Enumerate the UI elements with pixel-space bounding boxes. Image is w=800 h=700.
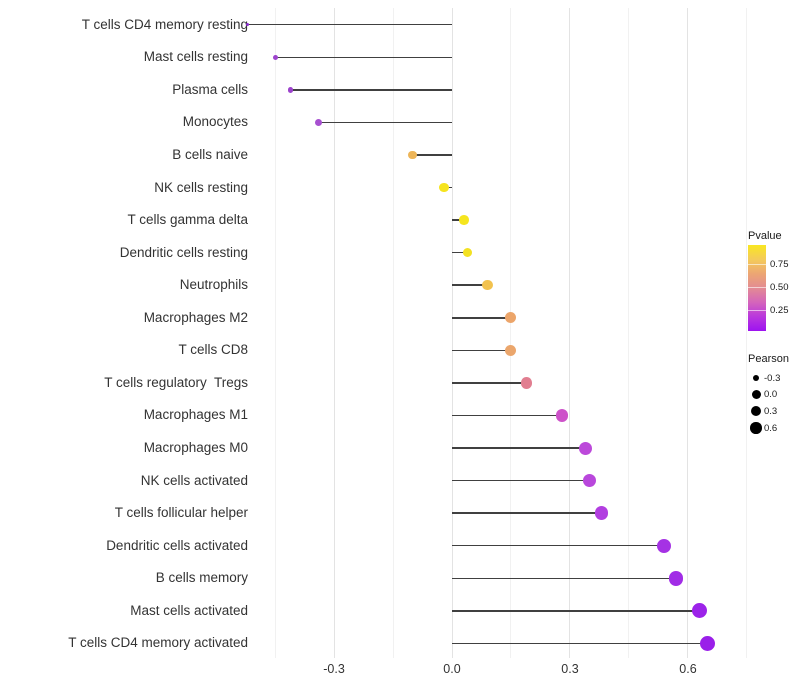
- lollipop-stem: [452, 479, 590, 482]
- lollipop-dot: [462, 247, 473, 258]
- lollipop-stem: [275, 56, 452, 58]
- lollipop-stem: [452, 544, 665, 547]
- category-label: NK cells activated: [140, 472, 248, 488]
- lollipop-stem: [452, 382, 527, 384]
- lollipop-dot: [505, 312, 517, 324]
- pearson-legend-dot: [750, 422, 762, 434]
- lollipop-dot: [245, 22, 250, 27]
- pvalue-colorbar: [748, 245, 766, 331]
- category-label: T cells CD4 memory resting: [81, 16, 248, 32]
- category-label: NK cells resting: [154, 179, 248, 195]
- lollipop-stem: [318, 121, 452, 124]
- category-label: Macrophages M1: [143, 407, 248, 423]
- lollipop-dot: [594, 506, 609, 520]
- category-label: B cells naive: [172, 146, 248, 162]
- minor-gridline: [510, 8, 512, 658]
- lollipop-dot: [520, 377, 533, 389]
- pearson-legend-dot: [751, 406, 761, 417]
- lollipop-stem: [452, 512, 602, 514]
- pearson-legend-label: 0.3: [764, 405, 778, 417]
- lollipop-dot: [699, 635, 716, 652]
- lollipop-stem: [412, 154, 452, 156]
- lollipop-dot: [505, 344, 517, 356]
- x-axis-tick-label: 0.6: [679, 662, 697, 676]
- lollipop-dot: [459, 215, 469, 225]
- lollipop-dot: [668, 571, 684, 586]
- lollipop-dot: [555, 409, 569, 422]
- lollipop-dot: [314, 118, 322, 126]
- colorbar-tick-mark: [748, 310, 766, 312]
- minor-gridline: [274, 8, 276, 658]
- lollipop-dot: [692, 603, 708, 619]
- category-label: Neutrophils: [179, 277, 248, 293]
- colorbar-tick-mark: [748, 287, 766, 289]
- category-label: T cells regulatory Tregs: [104, 374, 248, 390]
- colorbar-tick-label: 0.25: [770, 305, 789, 317]
- category-label: Monocytes: [182, 114, 248, 130]
- major-gridline: [569, 8, 571, 658]
- category-label: T cells CD8: [178, 342, 248, 358]
- pearson-legend-label: 0.0: [764, 389, 778, 401]
- category-label: Plasma cells: [172, 81, 248, 97]
- pearson-legend-dot: [752, 374, 760, 382]
- category-label: Dendritic cells activated: [106, 537, 248, 553]
- lollipop-dot: [657, 538, 672, 553]
- category-label: B cells memory: [155, 570, 248, 586]
- category-label: Macrophages M0: [143, 440, 248, 456]
- lollipop-dot: [408, 150, 417, 160]
- pvalue-legend-title: Pvalue: [748, 230, 782, 242]
- lollipop-dot: [272, 54, 278, 60]
- lollipop-stem: [452, 577, 677, 580]
- lollipop-stem: [452, 414, 563, 417]
- x-axis-tick-label: 0.0: [443, 662, 461, 676]
- lollipop-dot: [482, 279, 493, 291]
- category-label: Macrophages M2: [143, 309, 248, 325]
- lollipop-dot: [439, 182, 449, 193]
- major-gridline: [687, 8, 689, 658]
- lollipop-dot: [583, 474, 597, 488]
- colorbar-tick-label: 0.50: [770, 282, 789, 294]
- lollipop-stem: [247, 23, 452, 26]
- x-axis-tick-label: -0.3: [323, 662, 345, 676]
- lollipop-stem: [452, 317, 511, 319]
- lollipop-stem: [452, 610, 700, 612]
- category-label: Dendritic cells resting: [119, 244, 248, 260]
- pearson-legend-dot: [751, 390, 761, 400]
- lollipop-stem: [452, 284, 488, 286]
- lollipop-stem: [452, 447, 586, 449]
- category-label: Mast cells resting: [143, 49, 248, 65]
- lollipop-stem: [452, 349, 511, 352]
- category-label: T cells gamma delta: [127, 212, 248, 228]
- minor-gridline: [628, 8, 630, 658]
- minor-gridline: [392, 8, 394, 658]
- lollipop-stem: [452, 219, 464, 221]
- lollipop-dot: [579, 441, 593, 455]
- pearson-legend-label: 0.6: [764, 422, 778, 434]
- pearson-legend-label: -0.3: [764, 372, 781, 384]
- pearson-legend-title: Pearson: [748, 353, 789, 365]
- category-label: Mast cells activated: [130, 602, 248, 618]
- lollipop-stem: [290, 89, 452, 91]
- major-gridline: [451, 8, 453, 658]
- minor-gridline: [746, 8, 748, 658]
- category-label: T cells follicular helper: [114, 505, 248, 521]
- major-gridline: [333, 8, 335, 658]
- lollipop-stem: [452, 642, 708, 645]
- x-axis-tick-label: 0.3: [561, 662, 579, 676]
- colorbar-tick-mark: [748, 263, 766, 265]
- category-label: T cells CD4 memory activated: [68, 635, 248, 651]
- colorbar-tick-label: 0.75: [770, 258, 789, 270]
- lollipop-stem: [452, 251, 468, 254]
- lollipop-dot: [287, 87, 294, 93]
